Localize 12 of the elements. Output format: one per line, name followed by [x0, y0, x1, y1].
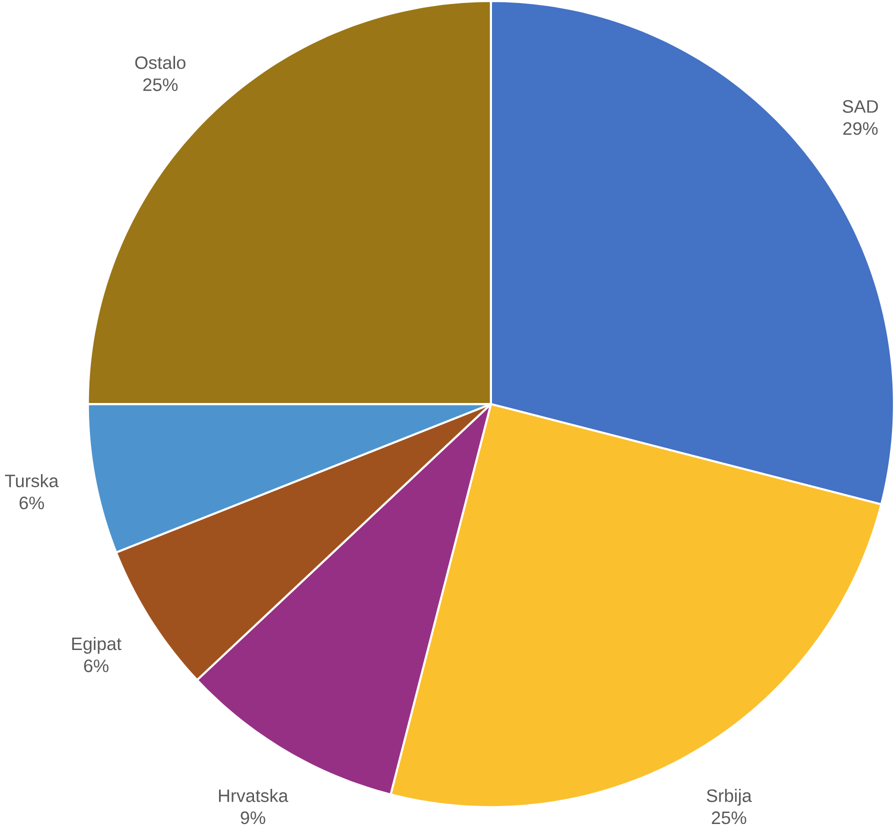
slice-label: SAD — [842, 100, 878, 113]
data-label: 6% — [84, 660, 108, 672]
slice-label: Egipat — [72, 637, 122, 654]
data-label: 25% — [143, 78, 178, 92]
slice-label: Srbija — [706, 789, 752, 806]
slice-label: Turska — [5, 474, 59, 488]
data-label: 9% — [240, 812, 266, 824]
slice-label: Hrvatska — [219, 789, 288, 802]
data-label: 29% — [843, 122, 878, 136]
data-label: 25% — [712, 812, 746, 824]
data-label: 6% — [20, 496, 44, 510]
slice-label: Ostalo — [135, 56, 186, 70]
